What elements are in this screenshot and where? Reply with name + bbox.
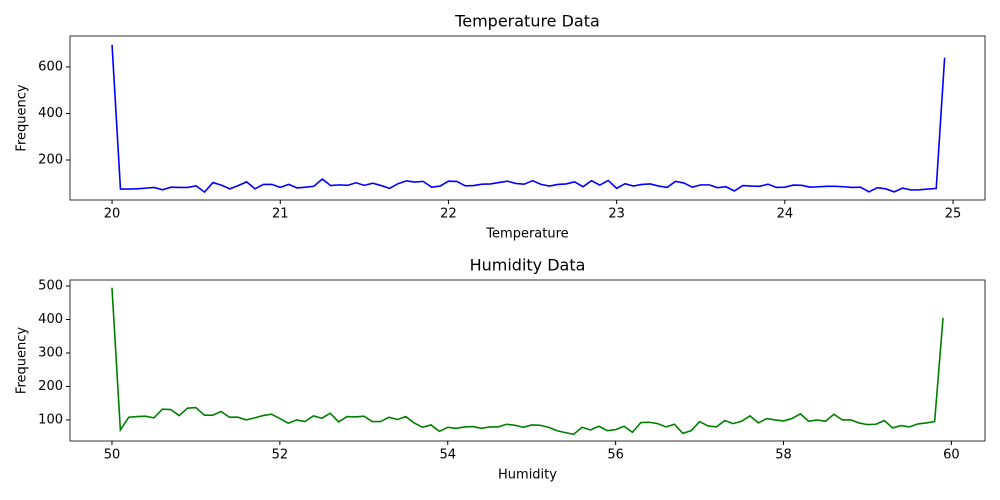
y-tick-label: 500 <box>38 279 63 294</box>
data-line <box>111 44 946 194</box>
x-tick-label: 54 <box>439 448 456 463</box>
x-tick-label: 21 <box>272 207 289 222</box>
x-tick-label: 25 <box>945 207 962 222</box>
x-tick-label: 24 <box>777 207 794 222</box>
chart-title: Humidity Data <box>470 256 586 275</box>
y-tick-label: 600 <box>38 59 63 74</box>
chart-title: Temperature Data <box>454 12 600 31</box>
x-tick-label: 58 <box>775 448 792 463</box>
y-tick-label: 400 <box>38 312 63 327</box>
x-tick-label: 52 <box>272 448 289 463</box>
x-tick-label: 60 <box>943 448 960 463</box>
x-tick-label: 23 <box>608 207 625 222</box>
y-axis-label: Frequency <box>15 84 30 151</box>
x-tick-label: 56 <box>607 448 624 463</box>
x-tick-label: 22 <box>440 207 457 222</box>
y-tick-label: 100 <box>38 412 63 427</box>
y-tick-label: 400 <box>38 106 63 121</box>
y-axis-label: Frequency <box>15 327 30 394</box>
y-tick-label: 200 <box>38 152 63 167</box>
data-line <box>111 287 944 436</box>
x-tick-label: 50 <box>104 448 121 463</box>
x-axis-label: Humidity <box>498 468 557 483</box>
plot-frame <box>69 279 986 442</box>
plot-frame <box>69 35 986 201</box>
x-tick-label: 20 <box>104 207 121 222</box>
y-tick-label: 300 <box>38 345 63 360</box>
x-axis-label: Temperature <box>485 227 568 242</box>
y-tick-label: 200 <box>38 379 63 394</box>
